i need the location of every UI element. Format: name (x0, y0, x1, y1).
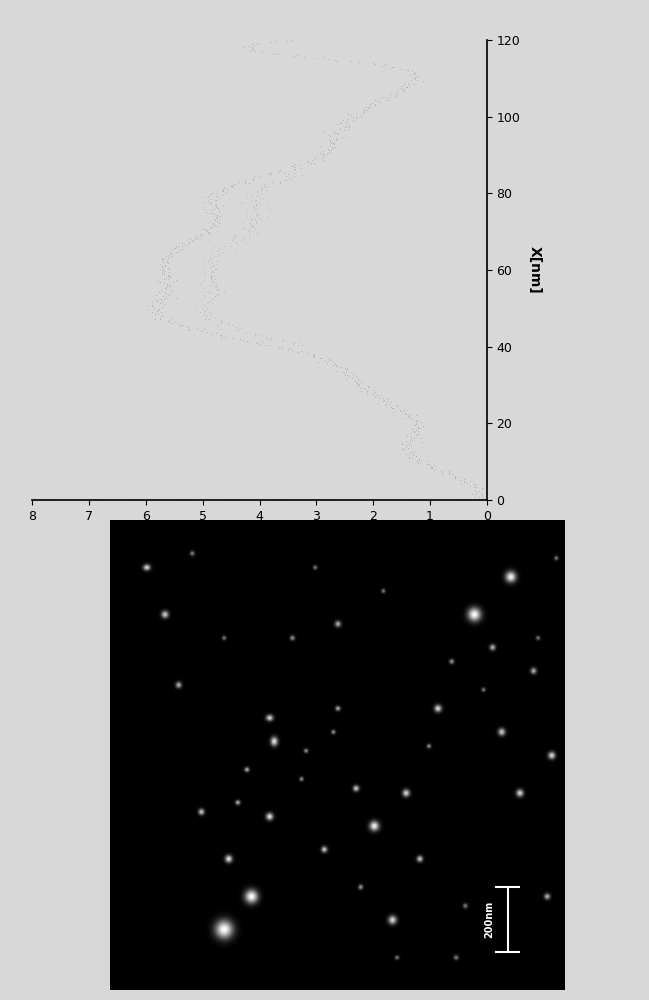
Y-axis label: X[nm]: X[nm] (527, 246, 541, 294)
X-axis label: z [nm]: z [nm] (235, 526, 284, 540)
Text: 200nm: 200nm (485, 901, 495, 938)
